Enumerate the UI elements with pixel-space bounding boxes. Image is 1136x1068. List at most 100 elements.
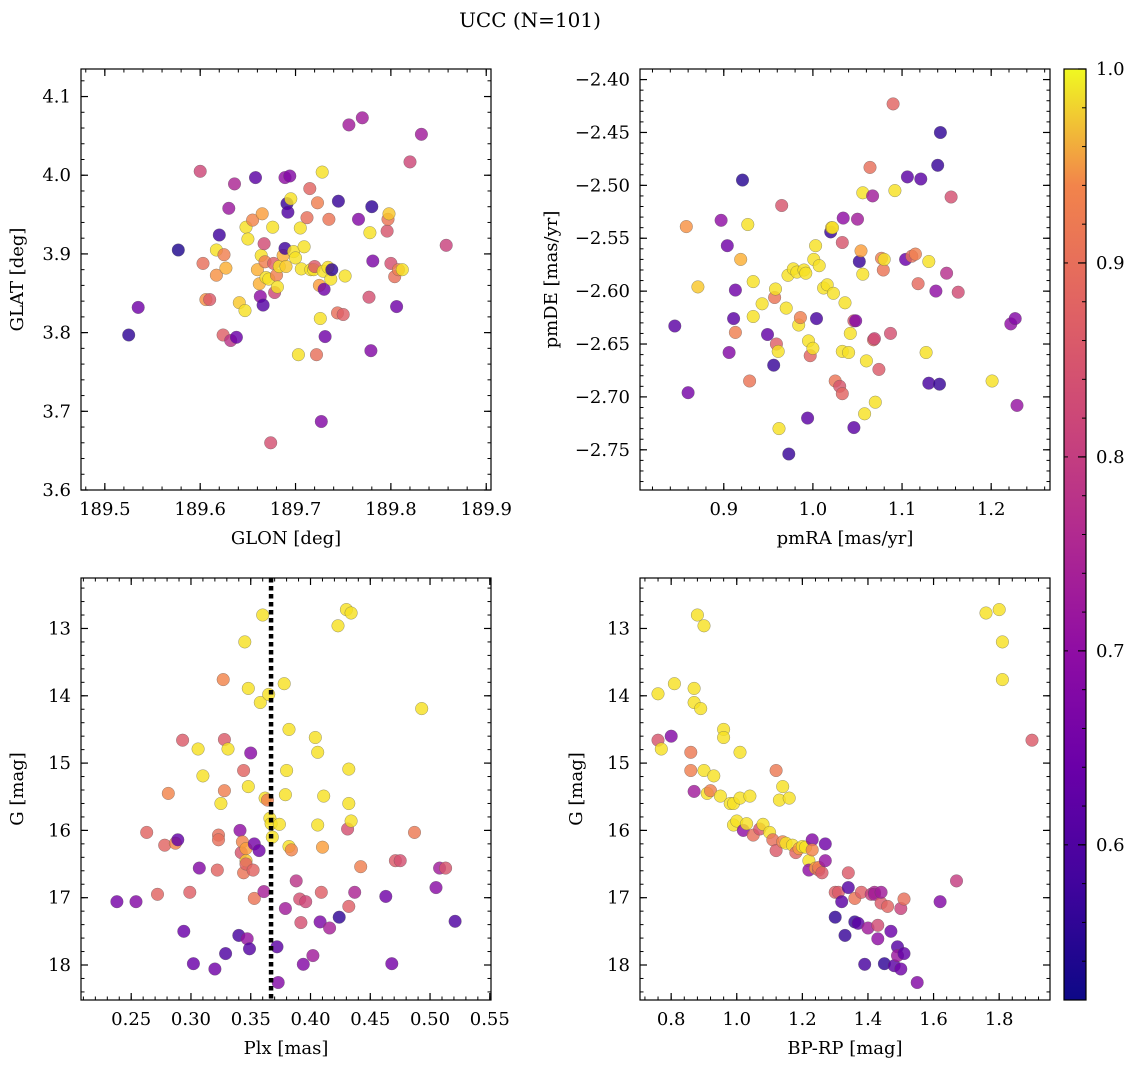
data-point [771, 344, 785, 358]
data-point [856, 267, 870, 281]
data-point [363, 226, 377, 240]
data-point [714, 213, 728, 227]
data-point [332, 910, 346, 924]
data-point [818, 854, 832, 868]
data-point [342, 796, 356, 811]
x-tick-label-0p4: 0.40 [290, 1009, 330, 1030]
data-point [684, 745, 698, 759]
data-point [256, 298, 270, 312]
data-point [196, 256, 210, 270]
data-point [1008, 312, 1022, 326]
x-tick-label-1p1: 1.1 [888, 499, 917, 520]
y-tick-label-15: 15 [48, 753, 71, 774]
data-point [720, 239, 734, 253]
data-point [209, 268, 223, 282]
data-point [828, 910, 842, 924]
data-point [908, 247, 922, 261]
y-tick-label-13: 13 [607, 618, 630, 639]
data-point [325, 263, 339, 277]
data-point [318, 330, 332, 344]
data-point [687, 784, 701, 798]
data-point [280, 763, 294, 778]
data-point [772, 422, 786, 436]
x-tick-label-0p55: 0.55 [470, 1009, 510, 1030]
colorbar-tick-label-0p9: 0.9 [1096, 253, 1125, 274]
data-point [1010, 398, 1024, 412]
data-point [266, 220, 280, 234]
data-point [354, 860, 368, 874]
data-point [193, 164, 207, 178]
data-point [859, 354, 873, 368]
data-point [252, 844, 266, 858]
data-point [944, 190, 958, 204]
axes-frame [639, 577, 1051, 1001]
data-point [219, 261, 233, 275]
data-point [291, 348, 305, 362]
data-point [690, 608, 704, 622]
data-point [348, 885, 362, 899]
data-point [838, 296, 852, 310]
x-tick-label-1p8: 1.8 [985, 1009, 1014, 1030]
axes-frame [80, 577, 492, 1001]
y-tick-label-m2p7: −2.70 [575, 387, 630, 408]
data-point [654, 742, 668, 756]
colorbar: 0.6 0.7 0.8 0.9 1.0 [1063, 59, 1125, 1001]
y-tick-label-16: 16 [607, 820, 630, 841]
data-point [897, 892, 911, 906]
data-point [743, 374, 757, 388]
scatter-points [668, 97, 1024, 461]
data-point [843, 326, 857, 340]
data-point [743, 789, 757, 803]
data-point [897, 947, 911, 961]
data-point [241, 780, 255, 794]
data-point [769, 844, 783, 858]
data-point [713, 789, 727, 803]
y-tick-label-m2p5: −2.50 [575, 175, 630, 196]
data-point [746, 309, 760, 324]
data-point [933, 125, 947, 140]
x-tick-label-0p45: 0.45 [350, 1009, 390, 1030]
data-point [979, 606, 993, 620]
data-point [684, 763, 698, 778]
data-point [900, 170, 914, 184]
data-point [836, 211, 850, 225]
data-point [734, 252, 748, 266]
data-point [362, 290, 376, 304]
data-point [279, 259, 293, 274]
colorbar-tick-label-0p6: 0.6 [1096, 835, 1125, 856]
data-point [914, 172, 928, 186]
data-point [212, 228, 226, 242]
data-point [407, 825, 422, 839]
data-point [793, 311, 807, 325]
data-point [393, 854, 407, 868]
y-tick-label-18: 18 [607, 955, 630, 976]
y-tick-label-14: 14 [607, 686, 630, 707]
data-point [727, 312, 741, 326]
data-point [351, 212, 366, 226]
data-point [270, 280, 284, 294]
data-point [256, 608, 270, 622]
data-point [809, 312, 824, 326]
data-point [311, 745, 325, 759]
data-point [244, 746, 258, 760]
data-point [338, 269, 352, 283]
data-point [313, 311, 327, 326]
data-point [297, 240, 311, 254]
data-point [196, 769, 210, 783]
data-point [186, 957, 200, 971]
data-point [403, 155, 417, 169]
data-point [238, 635, 252, 649]
x-tick-label-1p2: 1.2 [977, 499, 1006, 520]
data-point [722, 345, 736, 360]
data-point [264, 436, 278, 450]
x-tick-label-189p8: 189.8 [365, 499, 417, 520]
data-point [760, 327, 775, 342]
colorbar-tick-label-0p7: 0.7 [1096, 641, 1125, 662]
data-point [806, 341, 820, 355]
data-point [221, 742, 235, 756]
data-point [717, 730, 731, 745]
data-point [867, 332, 881, 346]
data-point [366, 254, 380, 268]
data-point [342, 762, 356, 776]
data-point [395, 263, 409, 277]
